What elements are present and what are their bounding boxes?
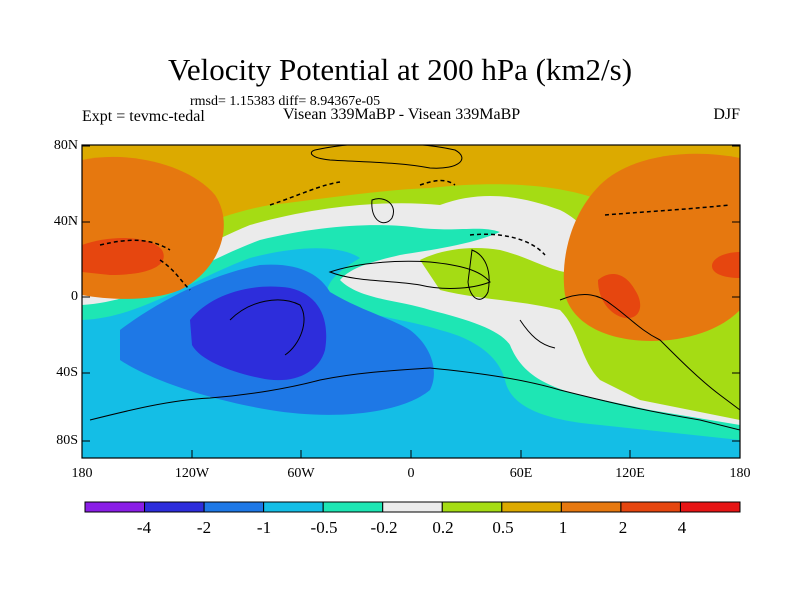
colorbar-label: 1 [558,518,568,537]
colorbar-swatch [620,501,681,513]
x-tick-60e: 60E [509,466,533,481]
x-tick-120w: 120W [174,466,210,481]
y-tick-40n: 40N [53,214,78,229]
x-tick-180w: 180 [71,466,93,481]
chart-title: Velocity Potential at 200 hPa (km2/s) [167,52,633,87]
colorbar [84,501,741,513]
band-neg-2 [190,286,327,381]
colorbar-swatch [263,501,324,513]
y-tick-80n: 80N [53,138,78,153]
colorbar-swatch [322,501,384,513]
colorbar-swatch [382,501,443,513]
x-tick-180e: 180 [729,466,751,481]
colorbar-swatch [679,501,741,513]
band-4-east-core [598,274,641,319]
y-tick-marks [82,145,740,442]
colorbar-label: -0.5 [310,518,338,537]
x-tick-120e: 120E [615,466,645,481]
coastlines [89,145,740,431]
colorbar-label: 4 [677,518,687,537]
band-4-east-edge [712,252,740,278]
x-tick-0: 0 [407,466,415,481]
colorbar-swatch [144,501,205,513]
colorbar-label: -0.2 [370,518,398,537]
colorbar-label: 0.5 [492,518,514,537]
colorbar-swatch [441,501,503,513]
colorbar-swatch [560,501,622,513]
experiment-label: Expt = tevmc-tedal [82,108,205,125]
season-label: DJF [713,106,740,123]
contour-field [82,145,740,458]
stats-line: rmsd= 1.15383 diff= 8.94367e-05 [190,94,381,109]
band-4-west [82,238,164,275]
colorbar-label: -1 [256,518,272,537]
colorbar-label: -4 [136,518,152,537]
colorbar-label: 0.2 [432,518,454,537]
y-tick-0: 0 [71,289,78,304]
paleo-outlines [99,179,731,291]
colorbar-swatch [84,501,146,513]
colorbar-label: 2 [618,518,628,537]
colorbar-swatch [203,501,265,513]
comparison-label: Visean 339MaBP - Visean 339MaBP [283,106,521,123]
y-tick-40s: 40S [56,365,78,380]
x-tick-60w: 60W [287,466,315,481]
colorbar-label: -2 [196,518,212,537]
colorbar-swatch [501,501,562,513]
y-tick-80s: 80S [56,433,78,448]
x-tick-marks [81,450,741,458]
